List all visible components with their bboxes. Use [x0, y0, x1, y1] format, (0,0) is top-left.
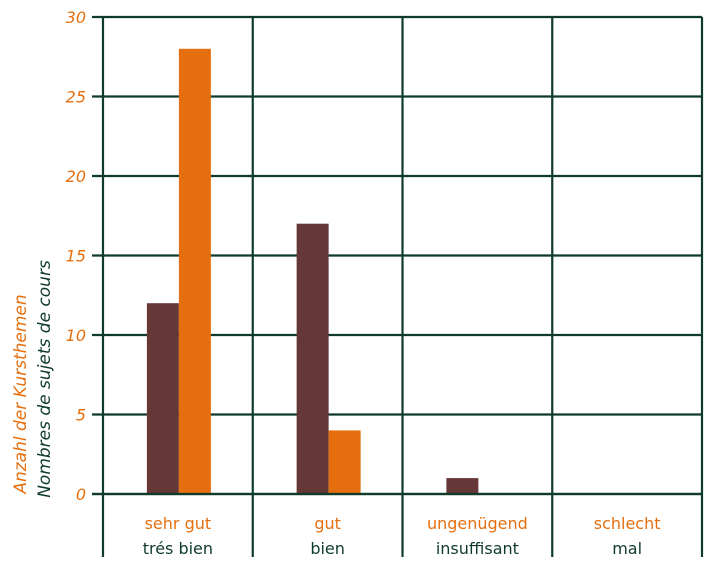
bar-s1-c1 [328, 430, 361, 494]
bars [92, 48, 702, 496]
bar-s1-c0 [178, 48, 211, 495]
y-axis-label-fr: Nombres de sujets de cours [35, 260, 55, 498]
category-label-fr: mal [612, 539, 642, 558]
y-axis-label-de: Anzahl der Kursthemen [11, 294, 31, 494]
y-tick-label: 10 [66, 326, 86, 345]
bar-s0-c2 [446, 478, 479, 494]
x-categories: sehr gut trés bien gut bien ungenügend insuff… [143, 514, 661, 558]
y-tick-label: 25 [66, 88, 86, 107]
bar-s0-c1 [296, 223, 329, 494]
category-label-fr: bien [310, 539, 345, 558]
y-tick-label: 0 [76, 485, 86, 504]
category-label-de: gut [314, 514, 341, 533]
y-ticks: 0 5 10 15 20 25 30 [66, 8, 86, 504]
category-label-de: sehr gut [145, 514, 212, 533]
category-label-de: schlecht [594, 514, 661, 533]
y-tick-label: 15 [66, 247, 86, 266]
y-tick-label: 20 [66, 167, 86, 186]
y-tick-label: 30 [66, 8, 86, 27]
y-tick-label: 5 [76, 406, 86, 425]
category-label-de: ungenügend [427, 514, 528, 533]
category-label-fr: trés bien [143, 539, 213, 558]
category-label-fr: insuffisant [436, 539, 519, 558]
bar-s0-c0 [146, 303, 179, 494]
